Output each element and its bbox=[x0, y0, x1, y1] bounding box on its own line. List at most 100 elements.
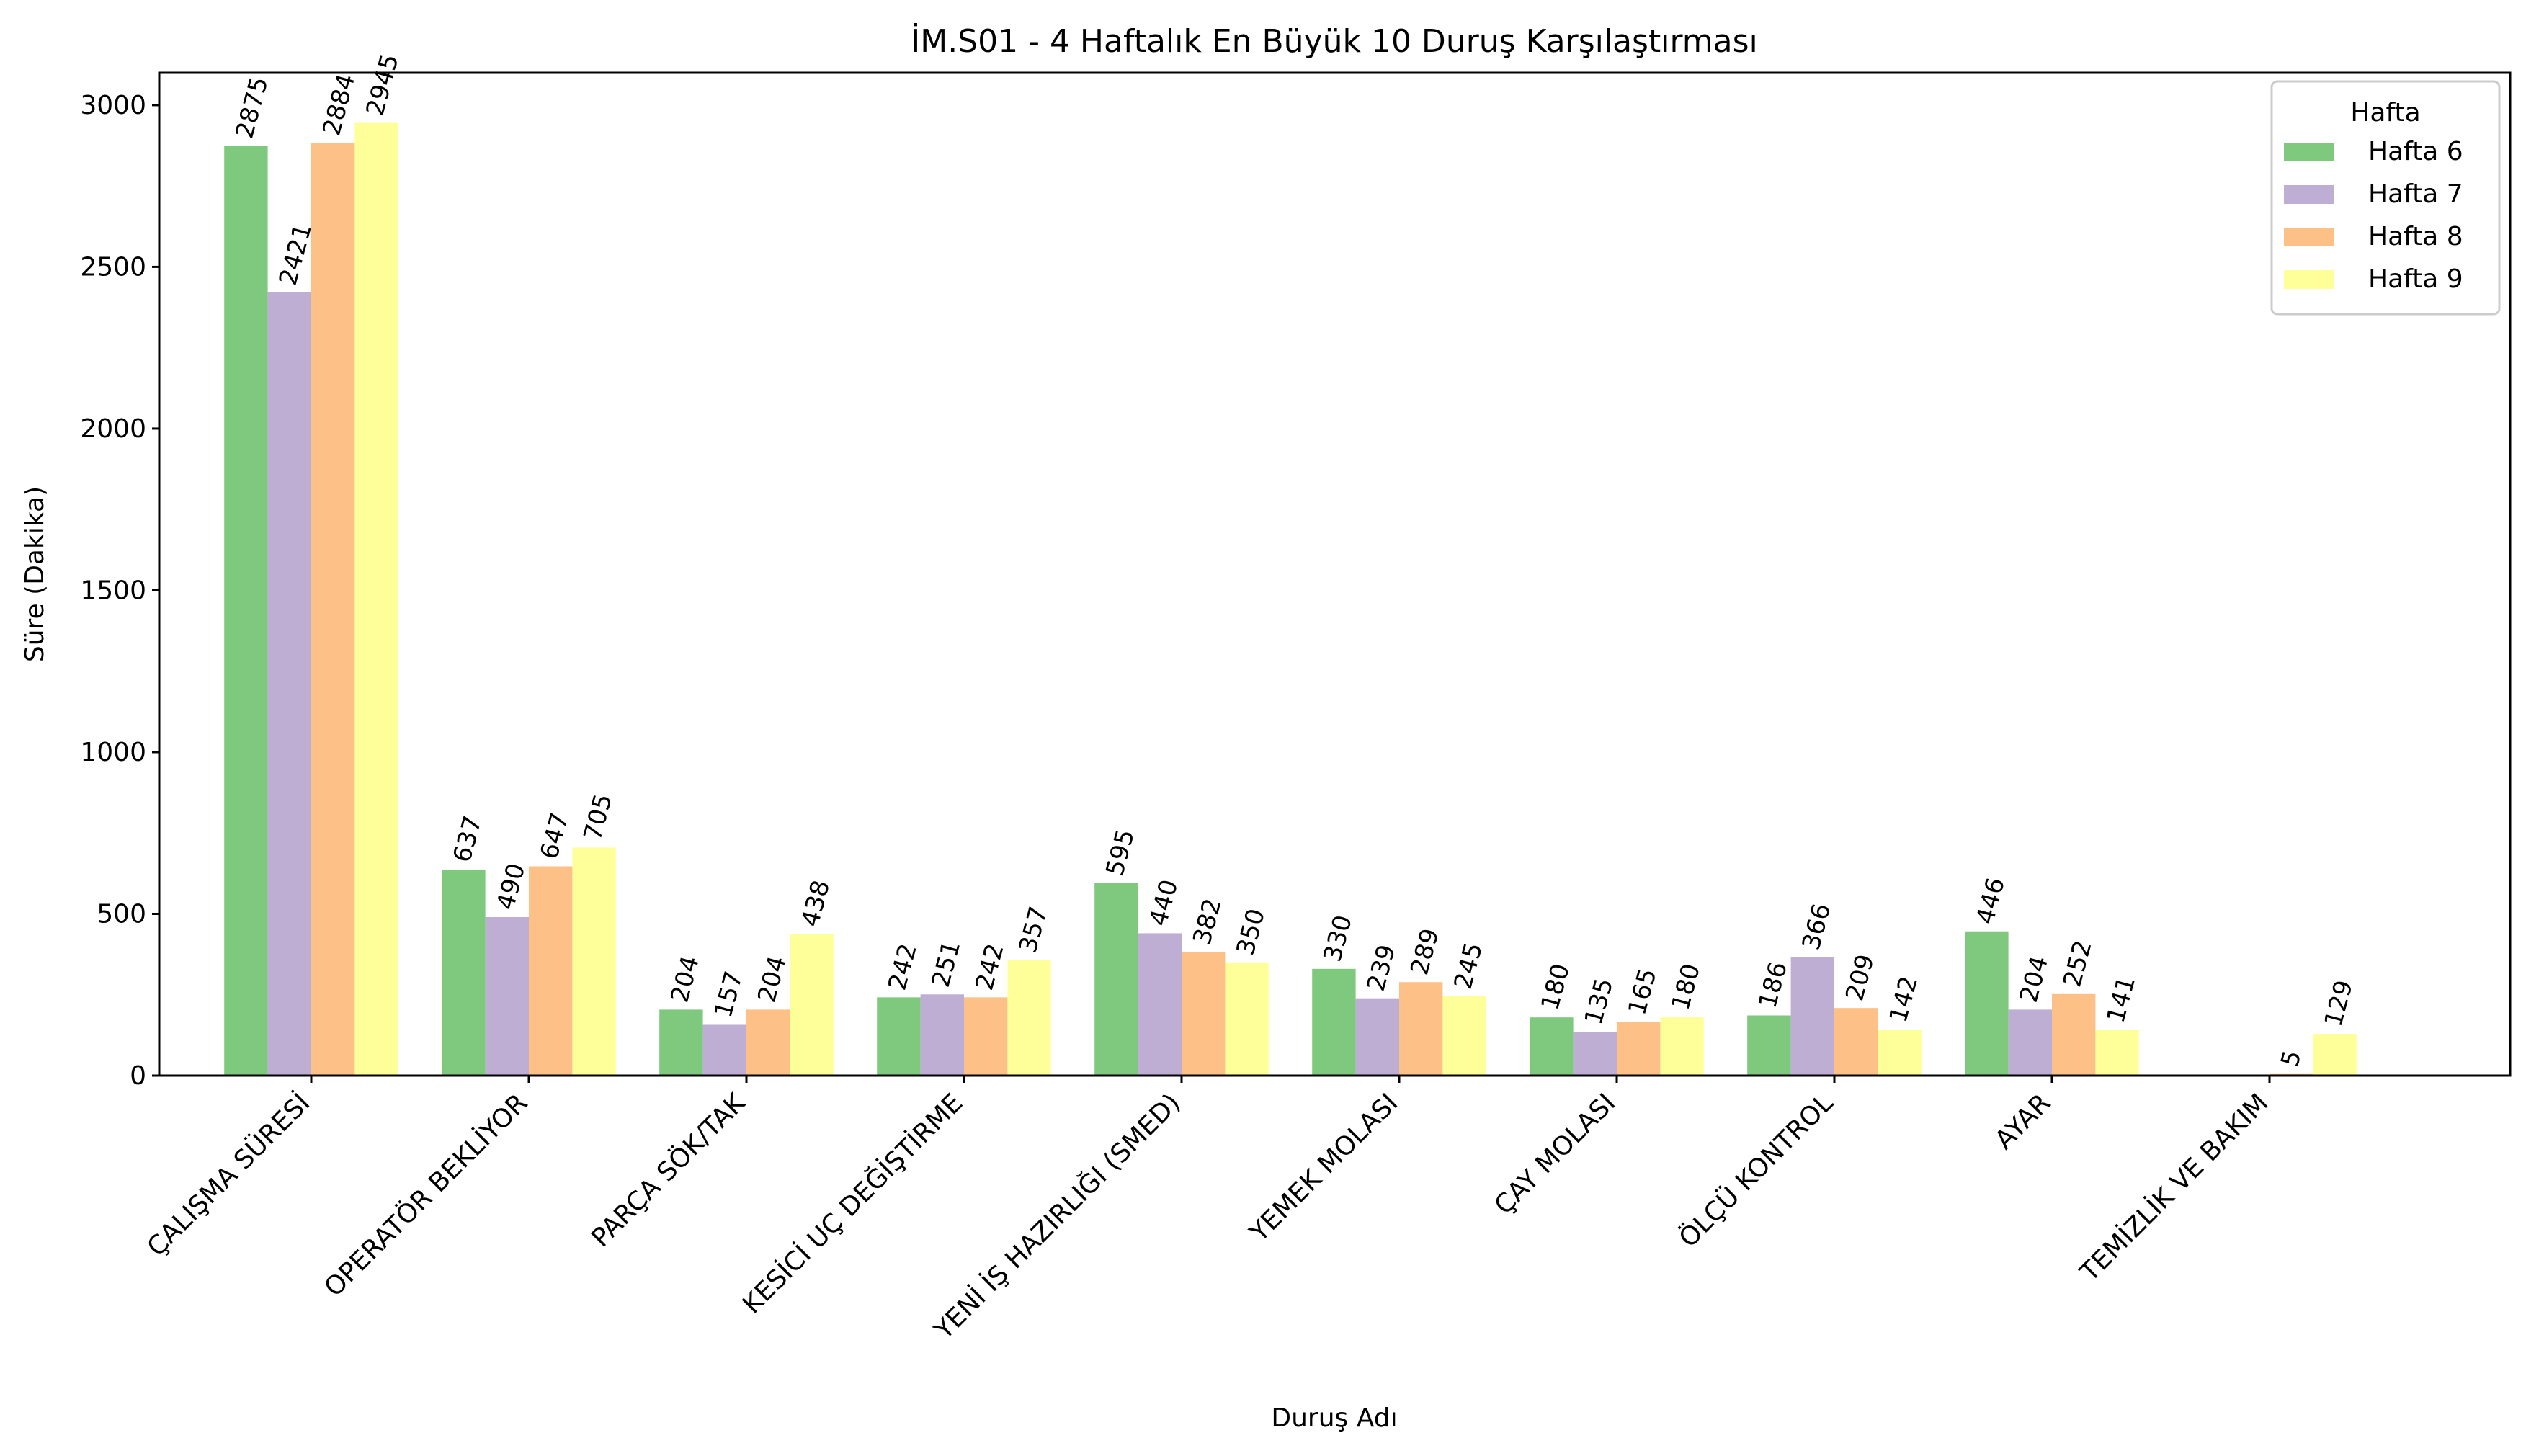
y-tick-label: 500 bbox=[97, 899, 146, 929]
bar-value-label: 5 bbox=[2275, 1048, 2307, 1070]
legend-label: Hafta 6 bbox=[2368, 137, 2463, 166]
y-tick-label: 2500 bbox=[80, 252, 146, 282]
x-axis: ÇALIŞMA SÜRESİ OPERATÖR BEKLİYOR PARÇA SÖK… bbox=[141, 1076, 2274, 1346]
bar-hafta-8-3 bbox=[964, 997, 1008, 1076]
bar-hafta-7-4 bbox=[1138, 933, 1182, 1076]
bar-hafta-7-8 bbox=[2008, 1009, 2052, 1076]
bar-value-label: 705 bbox=[579, 791, 618, 844]
bar-hafta-9-9 bbox=[2313, 1034, 2357, 1076]
bar-value-label: 647 bbox=[535, 810, 574, 862]
y-axis-label: Süre (Dakika) bbox=[20, 486, 50, 662]
bar-hafta-6-5 bbox=[1312, 968, 1356, 1076]
bars-group bbox=[224, 122, 2357, 1076]
bar-value-label: 209 bbox=[1840, 951, 1880, 1004]
bar-hafta-7-6 bbox=[1573, 1032, 1617, 1076]
y-tick-label: 1000 bbox=[80, 738, 146, 767]
x-tick-label: OPERATÖR BEKLİYOR bbox=[318, 1088, 533, 1303]
bar-value-label: 490 bbox=[491, 860, 531, 913]
bar-value-label: 637 bbox=[447, 813, 487, 865]
x-tick-label: PARÇA SÖK/TAK bbox=[586, 1087, 752, 1254]
x-axis-label: Duruş Adı bbox=[1271, 1403, 1397, 1433]
legend-swatch bbox=[2284, 270, 2334, 289]
bar-hafta-7-7 bbox=[1790, 957, 1834, 1076]
y-tick-label: 0 bbox=[130, 1061, 146, 1091]
bar-hafta-8-7 bbox=[1834, 1008, 1878, 1076]
bar-value-label: 186 bbox=[1753, 959, 1793, 1011]
plot-area bbox=[158, 71, 2512, 1077]
bar-hafta-6-2 bbox=[659, 1009, 703, 1076]
bar-value-label: 204 bbox=[665, 953, 705, 1006]
bar-hafta-8-8 bbox=[2052, 993, 2096, 1076]
bar-value-label: 446 bbox=[1971, 875, 2010, 927]
bar-value-label: 382 bbox=[1187, 896, 1227, 948]
bar-hafta-6-0 bbox=[224, 146, 268, 1076]
bar-hafta-8-6 bbox=[1617, 1022, 1661, 1076]
bar-hafta-8-5 bbox=[1399, 982, 1443, 1076]
bar-value-label: 157 bbox=[709, 968, 749, 1021]
bar-value-label: 141 bbox=[2102, 973, 2141, 1026]
bar-value-label: 242 bbox=[883, 941, 922, 993]
bar-hafta-9-1 bbox=[572, 847, 616, 1076]
bar-hafta-7-0 bbox=[267, 292, 311, 1076]
bar-hafta-9-6 bbox=[1660, 1017, 1704, 1076]
bar-value-label: 2945 bbox=[361, 51, 405, 119]
x-tick-label: YENİ İŞ HAZIRLIĞI (SMED) bbox=[928, 1088, 1186, 1346]
bar-value-label: 366 bbox=[1797, 901, 1837, 953]
bar-hafta-6-7 bbox=[1747, 1015, 1791, 1076]
bar-value-label: 165 bbox=[1623, 965, 1662, 1018]
bar-hafta-9-2 bbox=[790, 934, 834, 1076]
bar-hafta-9-3 bbox=[1007, 960, 1051, 1076]
legend-label: Hafta 7 bbox=[2368, 179, 2463, 209]
bar-hafta-9-8 bbox=[2095, 1030, 2139, 1076]
bar-hafta-9-7 bbox=[1878, 1030, 1922, 1076]
legend-title: Hafta bbox=[2350, 98, 2420, 128]
bar-hafta-6-8 bbox=[1965, 931, 2009, 1076]
bar-hafta-7-5 bbox=[1355, 998, 1399, 1076]
bar-hafta-7-2 bbox=[702, 1024, 746, 1076]
legend-swatch bbox=[2284, 185, 2334, 204]
bar-value-label: 595 bbox=[1100, 826, 1140, 879]
bar-hafta-7-1 bbox=[485, 916, 529, 1076]
y-tick-label: 3000 bbox=[80, 91, 146, 120]
bar-value-label: 2421 bbox=[274, 220, 318, 288]
bar-value-label: 440 bbox=[1144, 877, 1184, 929]
x-tick-label: TEMİZLİK VE BAKIM bbox=[2074, 1088, 2274, 1288]
bar-hafta-8-0 bbox=[311, 142, 355, 1076]
y-axis: 0 500 1000 1500 2000 2500 3000 bbox=[80, 91, 159, 1091]
bar-hafta-8-1 bbox=[529, 866, 573, 1076]
bar-hafta-6-6 bbox=[1530, 1017, 1574, 1076]
legend-label: Hafta 9 bbox=[2368, 264, 2463, 294]
bar-value-label: 350 bbox=[1231, 906, 1271, 958]
legend: Hafta Hafta 6 Hafta 7 Hafta 8 Hafta 9 bbox=[2270, 80, 2501, 316]
bar-hafta-6-3 bbox=[877, 997, 921, 1076]
bar-value-label: 289 bbox=[1405, 926, 1445, 978]
bar-value-label: 239 bbox=[1362, 942, 1401, 994]
chart-title: İM.S01 - 4 Haftalık En Büyük 10 Duruş Ka… bbox=[911, 22, 1758, 60]
bar-hafta-6-4 bbox=[1094, 883, 1138, 1076]
bar-hafta-6-1 bbox=[442, 869, 486, 1076]
bar-value-label: 142 bbox=[1884, 973, 1924, 1026]
bar-value-label: 252 bbox=[2058, 937, 2097, 990]
y-tick-label: 1500 bbox=[80, 576, 146, 605]
legend-box bbox=[2270, 80, 2501, 316]
bar-value-label: 204 bbox=[752, 953, 792, 1006]
bar-value-label: 330 bbox=[1318, 912, 1357, 965]
x-tick-label: AYAR bbox=[1989, 1088, 2056, 1155]
bar-hafta-9-5 bbox=[1442, 996, 1486, 1076]
bar-value-label: 245 bbox=[1449, 939, 1489, 992]
bar-hafta-8-2 bbox=[746, 1009, 790, 1076]
x-tick-label: ÖLÇÜ KONTROL bbox=[1673, 1088, 1839, 1254]
x-tick-label: ÇALIŞMA SÜRESİ bbox=[141, 1088, 316, 1262]
bar-value-label: 204 bbox=[2014, 953, 2054, 1006]
x-tick-label: ÇAY MOLASI bbox=[1489, 1088, 1622, 1220]
legend-swatch bbox=[2284, 143, 2334, 161]
bar-value-label: 438 bbox=[796, 877, 836, 930]
bar-hafta-7-3 bbox=[920, 994, 964, 1076]
bar-value-label: 251 bbox=[927, 938, 966, 991]
bar-value-label: 180 bbox=[1666, 960, 1706, 1013]
bar-value-label: 180 bbox=[1535, 960, 1575, 1013]
y-tick-label: 2000 bbox=[80, 414, 146, 444]
bar-value-label: 242 bbox=[970, 941, 1009, 993]
bar-hafta-9-4 bbox=[1225, 962, 1269, 1076]
